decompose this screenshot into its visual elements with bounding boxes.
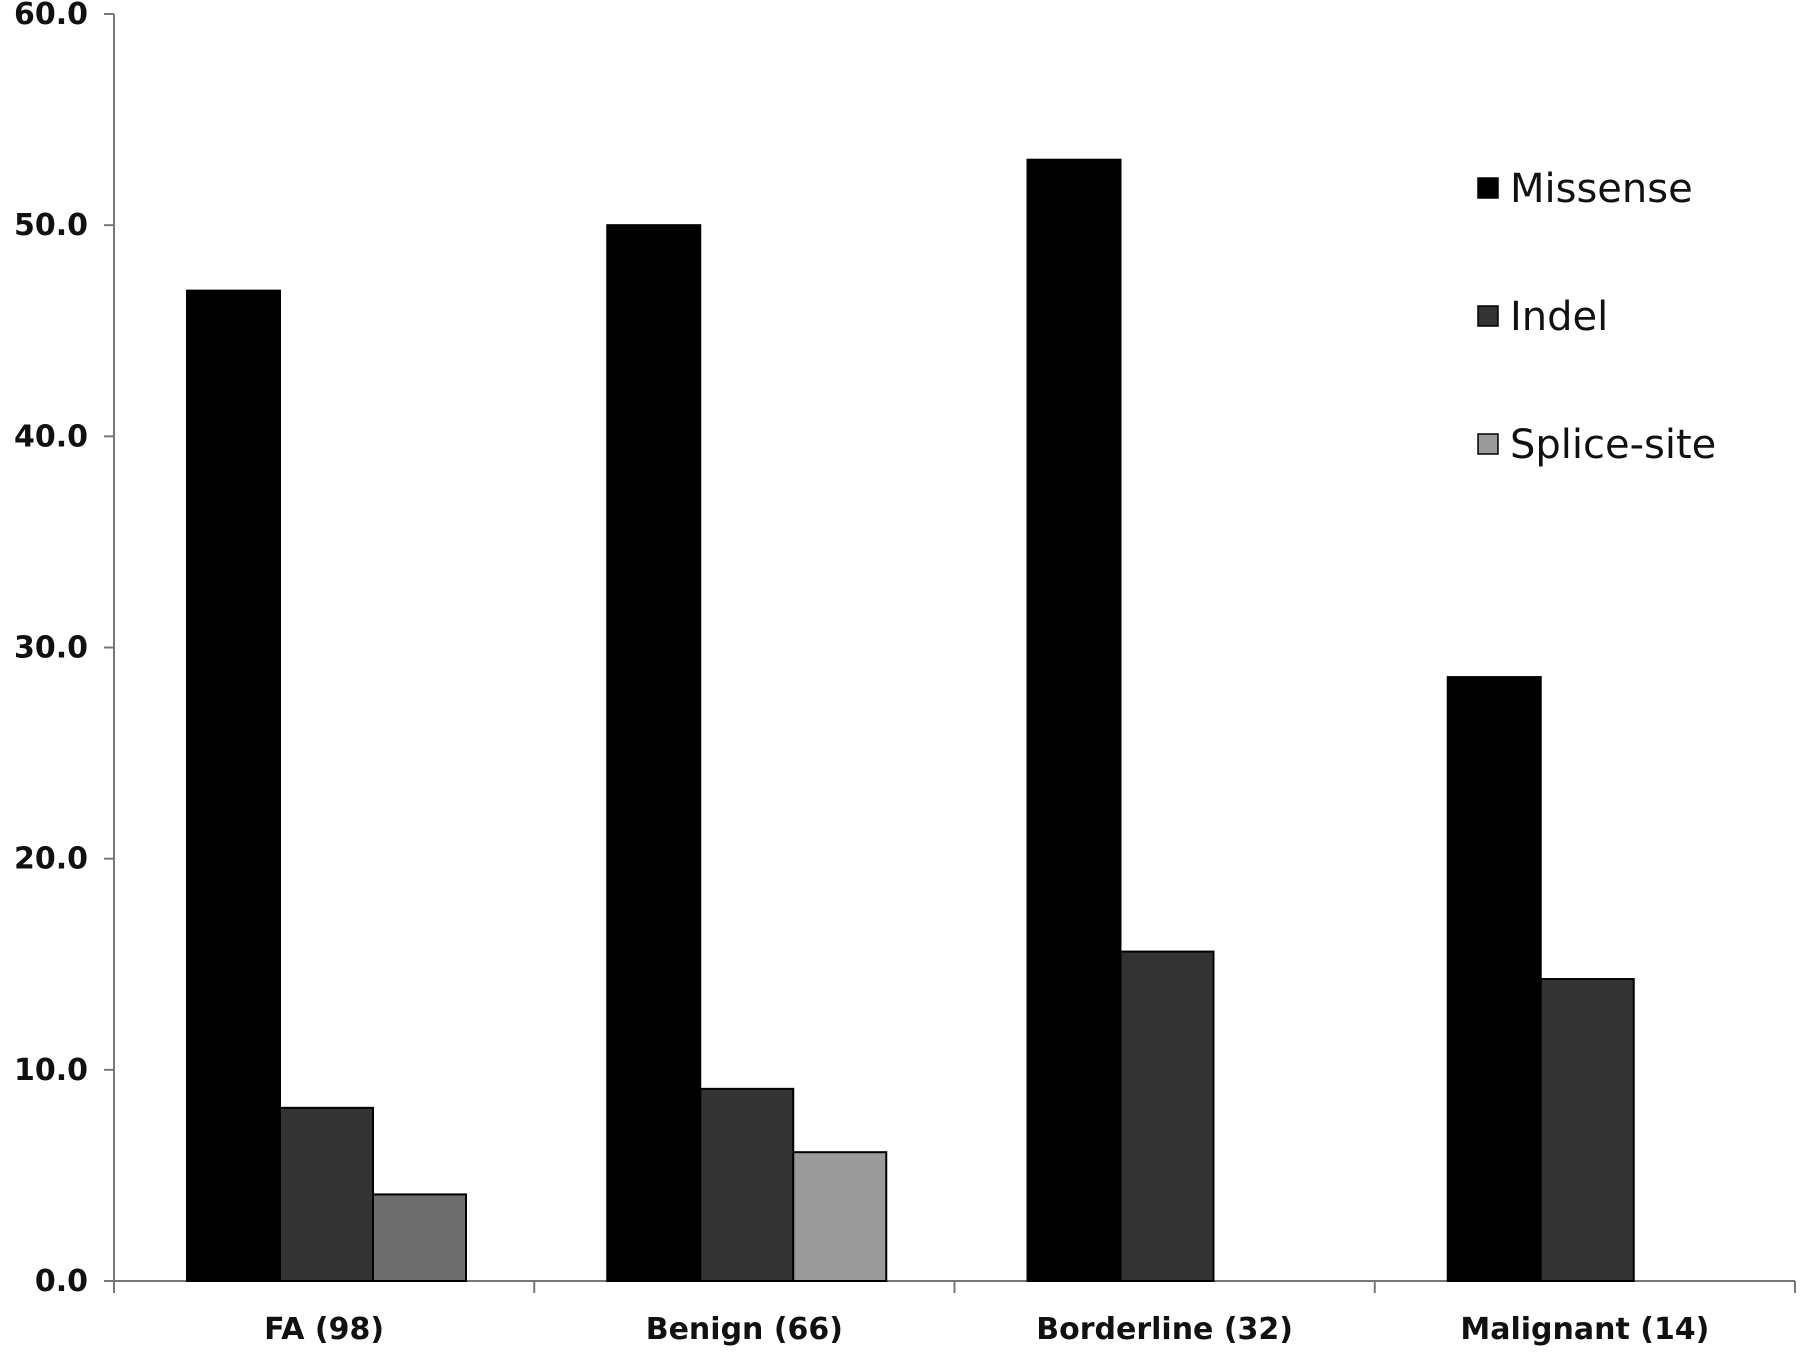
y-tick-label: 30.0 (14, 631, 88, 666)
bar-missense-1 (606, 224, 702, 1283)
y-tick-label: 0.0 (35, 1264, 88, 1299)
y-tick-label: 10.0 (14, 1053, 88, 1088)
legend-swatch-indel (1477, 305, 1499, 327)
x-category-label: Borderline (32) (1036, 1312, 1293, 1347)
bar-splice-site-0 (372, 1193, 467, 1282)
bar-splice-site-1 (792, 1151, 888, 1283)
legend-label: Indel (1510, 294, 1608, 340)
bar-indel-2 (1119, 950, 1215, 1283)
axis-labels: 0.0 10.0 20.0 30.0 40.0 50.0 60.0 FA (98) Benign… (14, 0, 1709, 1347)
legend-swatch-splice-site (1477, 433, 1499, 455)
bars (186, 158, 1635, 1283)
x-category-label: FA (98) (264, 1312, 384, 1347)
legend: Missense Indel Splice-site (1477, 166, 1716, 468)
y-tick-label: 60.0 (14, 0, 88, 32)
y-tick-label: 40.0 (14, 419, 88, 454)
y-tick-label: 20.0 (14, 842, 88, 877)
legend-swatch-missense (1477, 177, 1499, 199)
legend-label: Missense (1510, 166, 1693, 212)
bar-missense-2 (1026, 158, 1122, 1283)
bar-missense-0 (186, 289, 281, 1282)
bar-indel-3 (1539, 978, 1635, 1282)
bar-indel-1 (699, 1087, 795, 1283)
x-category-label: Malignant (14) (1460, 1312, 1709, 1347)
y-tick-label: 50.0 (14, 208, 88, 243)
legend-label: Splice-site (1510, 422, 1716, 468)
x-category-label: Benign (66) (646, 1312, 843, 1347)
bar-missense-3 (1446, 676, 1542, 1282)
bar-indel-0 (279, 1106, 374, 1283)
